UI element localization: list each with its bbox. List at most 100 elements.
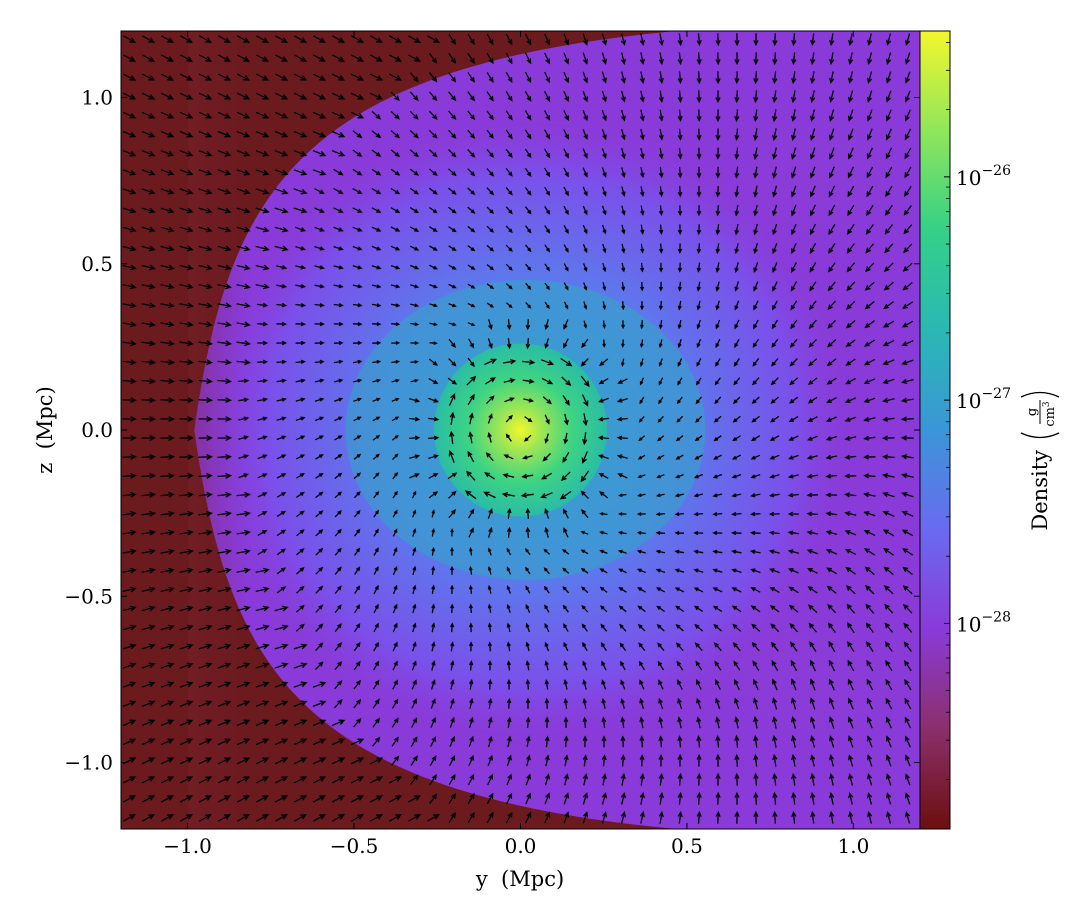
quiver-arrow	[753, 109, 759, 123]
quiver-arrow	[844, 435, 857, 441]
quiver-arrow	[410, 341, 420, 345]
quiver-arrow	[734, 243, 740, 255]
quiver-arrow	[544, 186, 551, 197]
quiver-arrow	[677, 300, 682, 311]
quiver-arrow	[769, 435, 780, 441]
quiver-arrow	[658, 377, 664, 386]
quiver-arrow	[505, 129, 513, 140]
quiver-arrow	[543, 567, 550, 575]
quiver-arrow	[236, 776, 251, 784]
quiver-arrow	[524, 110, 532, 121]
quiver-arrow	[847, 185, 855, 198]
quiver-arrow	[487, 566, 492, 575]
quiver-arrow	[563, 110, 569, 122]
quiver-arrow	[620, 128, 626, 141]
quiver-arrow	[768, 530, 780, 536]
quiver-arrow	[198, 605, 213, 612]
quiver-arrow	[353, 660, 361, 671]
quiver-arrow	[753, 90, 759, 104]
quiver-arrow	[160, 54, 175, 62]
quiver-arrow	[466, 375, 477, 386]
quiver-arrow	[904, 33, 911, 46]
quiver-arrow	[369, 795, 384, 803]
quiver-arrow	[639, 396, 645, 405]
quiver-arrow	[334, 472, 343, 480]
quiver-arrow	[715, 772, 721, 786]
quiver-arrow	[751, 415, 760, 423]
quiver-arrow	[844, 530, 857, 536]
quiver-arrow	[620, 716, 626, 729]
quiver-arrow	[751, 377, 760, 386]
quiver-arrow	[544, 697, 550, 709]
quiver-arrow	[772, 262, 778, 273]
core-region	[433, 343, 608, 517]
quiver-arrow	[885, 33, 892, 46]
quiver-arrow	[656, 605, 665, 613]
quiver-arrow	[217, 472, 232, 479]
quiver-arrow	[524, 52, 532, 65]
quiver-arrow	[733, 358, 740, 367]
quiver-arrow	[866, 678, 874, 691]
quiver-arrow	[467, 773, 475, 786]
quiver-arrow	[160, 302, 175, 309]
quiver-arrow	[772, 697, 778, 710]
quiver-arrow	[217, 207, 232, 214]
quiver-arrow	[772, 185, 778, 198]
quiver-arrow	[160, 340, 175, 347]
quiver-arrow	[677, 166, 683, 179]
quiver-arrow	[179, 435, 194, 441]
quiver-arrow	[677, 810, 683, 824]
quiver-arrow	[696, 810, 702, 824]
quiver-arrow	[160, 111, 175, 119]
quiver-arrow	[179, 188, 194, 195]
quiver-arrow	[236, 283, 251, 290]
quiver-arrow	[296, 510, 305, 518]
quiver-arrow	[753, 791, 759, 805]
quiver-arrow	[331, 757, 346, 765]
quiver-arrow	[217, 586, 232, 593]
quiver-arrow	[217, 624, 232, 631]
quiver-arrow	[582, 716, 588, 729]
quiver-arrow	[751, 641, 760, 652]
quiver-arrow	[352, 207, 363, 213]
quiver-arrow	[828, 185, 836, 198]
quiver-arrow	[525, 526, 531, 538]
quiver-arrow	[563, 716, 569, 728]
quiver-arrow	[141, 416, 157, 422]
quiver-arrow	[563, 263, 569, 272]
quiver-arrow	[884, 243, 894, 254]
quiver-arrow	[353, 528, 361, 537]
quiver-arrow	[882, 529, 895, 537]
quiver-arrow	[677, 377, 683, 386]
quiver-arrow	[160, 130, 175, 138]
quiver-arrow	[141, 359, 157, 366]
quiver-arrow	[391, 359, 401, 364]
quiver-arrow	[428, 358, 438, 366]
quiver-arrow	[544, 526, 549, 538]
quiver-arrow	[523, 434, 532, 442]
quiver-arrow	[810, 71, 816, 85]
quiver-arrow	[863, 529, 876, 536]
quiver-arrow	[616, 416, 628, 422]
quiver-arrow	[412, 622, 417, 633]
quiver-arrow	[904, 811, 911, 824]
quiver-arrow	[467, 508, 475, 519]
quiver-arrow	[448, 206, 457, 214]
quiver-arrow	[276, 586, 287, 594]
quiver-arrow	[236, 264, 251, 271]
quiver-arrow	[179, 378, 194, 385]
quiver-arrow	[468, 338, 475, 349]
quiver-arrow	[901, 359, 914, 366]
quiver-arrow	[563, 301, 569, 310]
quiver-arrow	[656, 454, 665, 460]
quiver-arrow	[806, 492, 819, 498]
quiver-arrow	[563, 527, 569, 538]
quiver-arrow	[274, 700, 289, 708]
quiver-arrow	[714, 660, 722, 671]
quiver-arrow	[902, 262, 913, 272]
quiver-arrow	[601, 735, 607, 748]
quiver-arrow	[409, 454, 421, 459]
quiver-arrow	[274, 111, 289, 119]
quiver-arrow	[352, 130, 363, 139]
quiver-arrow	[179, 264, 194, 271]
